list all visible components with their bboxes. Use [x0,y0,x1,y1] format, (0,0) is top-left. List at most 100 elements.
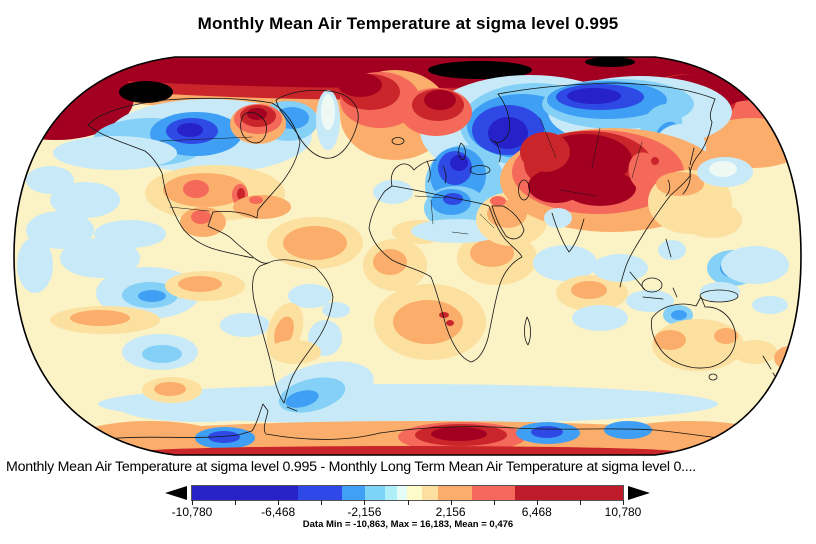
anomaly-region [671,310,687,320]
anomaly-region [490,196,506,206]
anomaly-region [142,345,182,363]
colorbar-segment [471,486,515,500]
anomaly-region [488,117,528,149]
anomaly-region [470,239,514,267]
colorbar-tick [235,500,237,505]
anomaly-region [208,431,240,443]
colorbar-segment [298,486,342,500]
anomaly-region [571,281,607,299]
colorbar-tick-label: -10,780 [171,505,213,519]
colorbar-tick-labels: -10,780 -6,468 -2,156 2,156 6,468 10,780 [172,505,642,519]
colorbar-tick [536,500,538,505]
anomaly-region [572,305,628,331]
colorbar-underflow-arrow-icon [165,486,187,500]
colorbar-tick-label: -2,156 [347,505,382,519]
anomaly-region [431,427,487,441]
anomaly-region [14,57,801,88]
anomaly-region [373,249,407,275]
anomaly-region [651,157,659,165]
anomaly-region [709,161,737,177]
anomaly-region [585,57,635,67]
anomaly-region [510,391,690,417]
colorbar-tick-label: 2,156 [435,505,466,519]
anomaly-region [177,123,203,137]
difference-caption: Monthly Mean Air Temperature at sigma le… [6,459,696,475]
anomaly-region [774,346,801,370]
anomaly-region [564,170,636,206]
anomaly-region [700,282,740,302]
anomaly-region [682,202,742,238]
anomaly-region [249,196,263,204]
anomaly-region [373,180,413,204]
anomaly-region [120,394,280,422]
colorbar-segment [341,486,365,500]
colorbar-tick-label: 10,780 [604,505,642,519]
anomaly-region [446,320,454,326]
colorbar-segment [406,486,422,500]
anomaly-region [285,390,319,408]
anomaly-region [790,354,800,360]
anomaly-region [784,352,801,364]
anomaly-region [288,284,332,308]
anomaly-region [322,302,350,318]
anomaly-region [626,290,674,312]
anomaly-region [531,426,563,438]
anomaly-region [70,310,130,326]
anomaly-region [26,211,94,249]
anomaly-region [533,245,597,281]
colorbar-segment [192,486,299,500]
colorbar-segment [364,486,385,500]
anomaly-region [60,238,140,278]
colorbar-tick [623,500,624,505]
colorbar-segment [396,486,407,500]
anomaly-region [17,237,53,293]
anomaly-region [443,193,463,205]
anomaly-region [220,313,270,337]
colorbar-tick [450,500,452,505]
anomaly-contours [14,57,801,455]
anomaly-region [283,226,347,260]
anomaly-region [237,188,245,200]
colorbar-tick-label: -6,468 [261,505,296,519]
colorbar-segment [384,486,397,500]
colorbar-tick [364,500,366,505]
colorbar-bar [192,486,623,500]
map-outline [13,56,802,456]
anomaly-region [393,300,463,344]
colorbar-overflow-arrow-icon [628,486,650,500]
anomaly-region [50,182,120,218]
anomaly-region [338,73,382,97]
anomaly-region [656,172,704,196]
data-stats-line: Data Min = -10,863, Max = 16,183, Mean =… [302,519,514,530]
anomaly-region [544,208,572,228]
colorbar-tick [579,500,581,505]
anomaly-region [428,61,532,79]
anomaly-region [439,312,449,318]
anomaly-region [721,246,789,284]
coastlines [87,82,782,447]
colorbar-tick [278,500,280,505]
anomaly-region [658,240,686,260]
anomaly-region [310,386,550,414]
colorbar-tick [192,500,193,505]
anomaly-region [520,132,570,172]
colorbar-ticks [192,500,624,505]
anomaly-region [233,195,291,219]
anomaly-region [604,421,652,439]
colorbar-tick [321,500,323,505]
anomaly-region [26,166,74,194]
anomaly-region [714,328,738,344]
anomaly-region [154,382,186,396]
anomaly-region [567,88,621,104]
colorbar-tick [493,500,495,505]
anomaly-region [138,446,678,455]
chart-title: Monthly Mean Air Temperature at sigma le… [197,14,619,33]
colorbar-segment [437,486,472,500]
colorbar-segment [421,486,438,500]
anomaly-region [119,81,173,103]
anomaly-region [53,136,177,170]
anomaly-region [138,290,166,302]
anomaly-region [191,210,211,224]
